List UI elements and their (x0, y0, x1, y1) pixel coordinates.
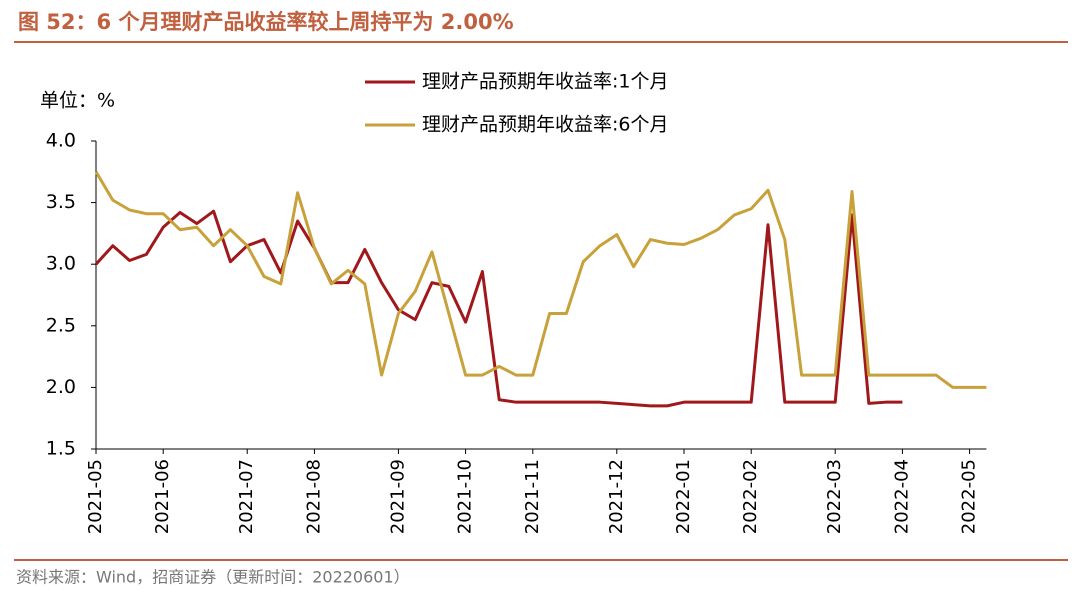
unit-label: 单位：% (40, 90, 115, 112)
x-tick-label: 2022-04 (891, 459, 912, 534)
source-note: 资料来源：Wind，招商证券（更新时间：20220601） (16, 568, 410, 587)
x-tick-label: 2021-07 (236, 459, 257, 534)
series-line (94, 209, 903, 408)
x-tick-label: 2022-01 (673, 459, 694, 534)
x-tick-label: 2021-10 (455, 459, 476, 534)
x-tick-label: 2021-12 (606, 459, 627, 534)
series-line (94, 171, 987, 389)
x-tick-label: 2021-06 (152, 459, 173, 534)
x-tick-label: 2022-05 (959, 459, 980, 534)
y-tick-label: 3.0 (46, 253, 76, 275)
x-tick-label: 2021-05 (85, 459, 106, 534)
legend-label: 理财产品预期年收益率:6个月 (422, 114, 669, 136)
x-tick-label: 2022-02 (740, 459, 761, 534)
x-tick-label: 2021-09 (387, 459, 408, 534)
chart-title: 图 52：6 个月理财产品收益率较上周持平为 2.00% (18, 10, 514, 34)
y-tick-label: 2.0 (46, 376, 76, 398)
y-tick-label: 3.5 (46, 191, 76, 213)
y-tick-label: 1.5 (46, 438, 76, 460)
x-tick-label: 2021-08 (303, 459, 324, 534)
y-tick-label: 4.0 (46, 130, 76, 152)
x-tick-label: 2022-03 (824, 459, 845, 534)
legend-label: 理财产品预期年收益率:1个月 (422, 71, 669, 93)
x-tick-label: 2021-11 (522, 459, 543, 534)
y-tick-label: 2.5 (46, 314, 76, 336)
